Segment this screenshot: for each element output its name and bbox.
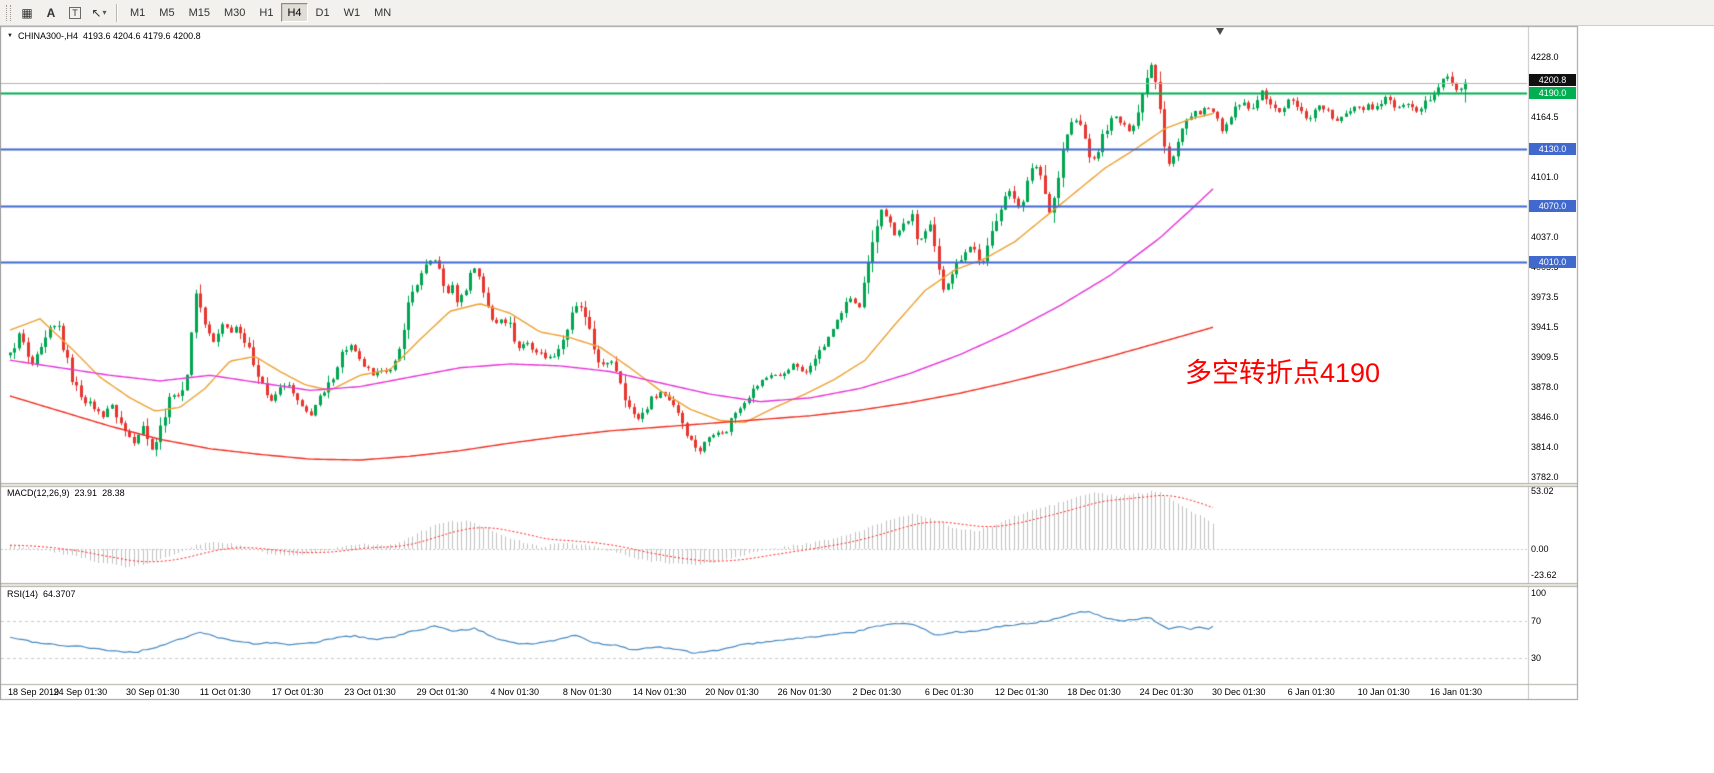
rsi-axis-tick: 100 [1531, 588, 1547, 599]
timeframe-m15-button[interactable]: M15 [188, 6, 210, 19]
macd-indicator-label: MACD(12,26,9) 23.91 28.38 [7, 488, 125, 498]
chart-symbol-label: ▼ CHINA300-,H4 4193.6 4204.6 4179.6 4200… [7, 31, 201, 41]
price-axis-tick: 4164.5 [1531, 111, 1559, 122]
macd-axis-tick: 0.00 [1531, 544, 1549, 554]
text-a-icon: A [46, 5, 56, 20]
macd-name: MACD(12,26,9) [7, 488, 70, 498]
toolbar-gripper[interactable] [6, 4, 11, 21]
cursor-tool-button[interactable]: ↖ ▾ [88, 3, 110, 23]
rsi-axis-tick: 70 [1531, 616, 1542, 626]
macd-value-signal: 28.38 [102, 488, 125, 498]
rsi-axis-tick: 30 [1531, 653, 1542, 663]
time-axis-label: 20 Nov 01:30 [705, 687, 759, 697]
time-axis-label: 8 Nov 01:30 [562, 687, 612, 697]
rsi-indicator-label: RSI(14) 64.3707 [7, 589, 76, 599]
annotation-text[interactable]: 多空转折点4190 [1185, 358, 1381, 388]
chart-shift-marker[interactable] [1216, 28, 1224, 35]
timeframe-h1-button[interactable]: H1 [259, 6, 274, 19]
macd-axis-tick: -23.62 [1531, 569, 1557, 580]
time-axis-label: 30 Sep 01:30 [126, 687, 180, 697]
time-axis-label: 10 Jan 01:30 [1357, 687, 1410, 697]
dropdown-arrow-icon: ▾ [102, 8, 107, 17]
price-axis-tick: 3878.0 [1531, 381, 1559, 392]
toolbar: ▦ A T ↖ ▾ M1 M5 M15 M30 H1 H4 D1 W1 MN [0, 0, 1714, 26]
time-axis-label: 24 Sep 01:30 [53, 687, 108, 697]
price-axis-tick: 3814.0 [1531, 441, 1559, 452]
timeframe-w1-button[interactable]: W1 [343, 6, 361, 19]
rsi-value: 64.3707 [43, 589, 76, 599]
price-axis-tick: 4101.0 [1531, 171, 1559, 182]
time-axis-label: 4 Nov 01:30 [490, 687, 540, 697]
time-axis-label: 29 Oct 01:30 [416, 687, 469, 697]
timeframe-m30-button[interactable]: M30 [223, 6, 246, 19]
symbol-title: CHINA300-,H4 [17, 31, 78, 41]
price-axis-tick: 3909.5 [1531, 351, 1559, 362]
price-axis-tick: 3782.0 [1531, 471, 1559, 482]
time-axis-label: 11 Oct 01:30 [199, 687, 251, 697]
time-axis-label: 24 Dec 01:30 [1139, 687, 1194, 697]
time-axis-label: 16 Jan 01:30 [1429, 687, 1483, 697]
price-badge: 4190.0 [1529, 86, 1576, 99]
price-badge: 4070.0 [1529, 199, 1576, 212]
price-axis-tick: 3973.5 [1531, 291, 1559, 302]
macd-value-main: 23.91 [74, 488, 98, 498]
chart-grid-icon: ▦ [21, 5, 33, 20]
toolbar-separator [116, 3, 118, 22]
price-axis-tick: 4037.0 [1531, 231, 1559, 242]
time-axis-label: 23 Oct 01:30 [344, 687, 396, 697]
symbol-dropdown-triangle-icon: ▼ [7, 33, 13, 39]
time-axis-label: 17 Oct 01:30 [271, 687, 324, 697]
price-axis-tick: 3846.0 [1531, 411, 1559, 422]
time-axis-label: 18 Dec 01:30 [1067, 687, 1121, 697]
time-axis-label: 6 Jan 01:30 [1287, 687, 1335, 697]
chart-window-button[interactable]: ▦ [16, 3, 38, 23]
timeframe-m5-button[interactable]: M5 [159, 6, 175, 19]
text-tool-button[interactable]: A [40, 3, 62, 23]
time-axis-label: 2 Dec 01:30 [852, 687, 902, 697]
price-axis-tick: 4228.0 [1531, 52, 1559, 62]
time-axis-label: 30 Dec 01:30 [1212, 687, 1266, 697]
cursor-icon: ↖ [91, 5, 102, 20]
price-badge: 4010.0 [1529, 256, 1576, 269]
timeframe-m1-button[interactable]: M1 [130, 6, 146, 19]
price-badge: 4130.0 [1529, 143, 1576, 156]
timeframe-d1-button[interactable]: D1 [315, 6, 330, 19]
price-axis-tick: 3941.5 [1531, 321, 1559, 332]
symbol-ohlc-values: 4193.6 4204.6 4179.6 4200.8 [82, 31, 201, 41]
time-axis-label: 26 Nov 01:30 [777, 687, 832, 697]
macd-axis-tick: 53.02 [1531, 485, 1554, 496]
rsi-name: RSI(14) [7, 589, 39, 599]
time-axis-label: 14 Nov 01:30 [632, 687, 687, 697]
price-badge: 4200.8 [1529, 73, 1576, 86]
text-label-tool-button[interactable]: T [64, 3, 86, 23]
timeframe-mn-button[interactable]: MN [374, 6, 392, 19]
time-axis-label: 18 Sep 2019 [8, 687, 60, 697]
time-axis-label: 6 Dec 01:30 [924, 687, 974, 697]
text-frame-icon: T [69, 6, 81, 19]
time-axis-label: 12 Dec 01:30 [994, 687, 1049, 697]
timeframe-h4-button[interactable]: H4 [281, 3, 308, 22]
